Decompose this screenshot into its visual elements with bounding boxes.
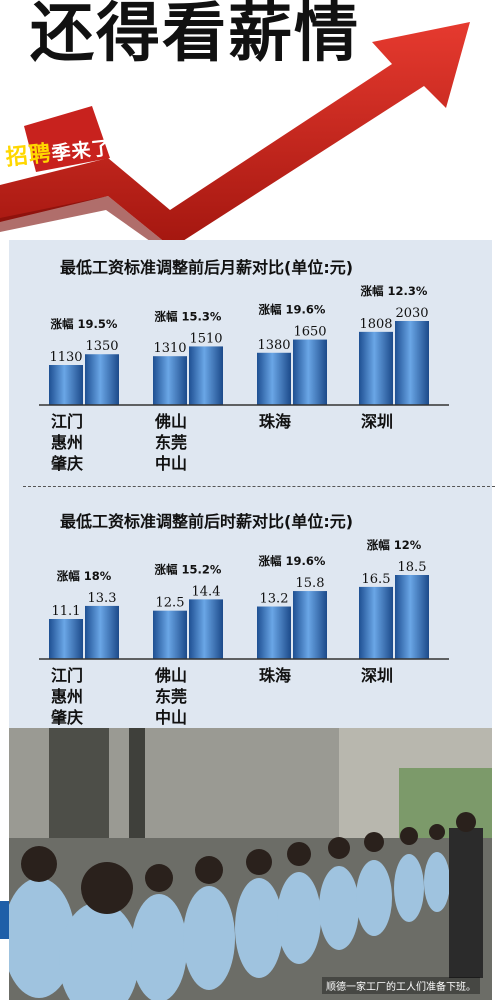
rising-arrow-graphic <box>0 22 470 258</box>
bar-after-3 <box>395 575 429 659</box>
value-label: 14.4 <box>192 584 221 599</box>
bar-before-3 <box>359 331 393 405</box>
value-label: 1380 <box>257 338 290 353</box>
category-label: 深圳 <box>361 666 393 685</box>
value-label: 1510 <box>189 331 222 346</box>
bar-after-0 <box>85 605 119 659</box>
category-label: 佛山 <box>154 666 187 685</box>
value-label: 11.1 <box>52 604 81 619</box>
value-label: 13.2 <box>260 592 289 607</box>
value-label: 1130 <box>49 350 82 365</box>
monthly-chart-title: 最低工资标准调整前后月薪对比(单位:元) <box>60 258 354 277</box>
growth-annotation: 涨幅 12% <box>367 538 422 552</box>
bar-before-0 <box>49 365 83 405</box>
growth-annotation: 涨幅 19.5% <box>51 317 118 331</box>
value-label: 1310 <box>153 341 186 356</box>
category-label: 深圳 <box>361 412 393 431</box>
category-label: 珠海 <box>259 666 291 685</box>
value-label: 15.8 <box>296 576 325 591</box>
factory-workers-photo: 顺德一家工厂的工人们准备下班。 <box>9 728 492 1000</box>
bar-before-2 <box>257 352 291 405</box>
value-label: 1808 <box>359 317 392 332</box>
hourly-chart-title: 最低工资标准调整前后时薪对比(单位:元) <box>60 512 354 531</box>
growth-annotation: 涨幅 18% <box>57 569 112 583</box>
value-label: 13.3 <box>88 591 117 606</box>
value-label: 1650 <box>293 325 326 340</box>
category-label: 佛山 <box>154 412 187 431</box>
bar-before-3 <box>359 586 393 659</box>
bar-before-2 <box>257 606 291 659</box>
category-label: 中山 <box>155 708 187 727</box>
growth-annotation: 涨幅 19.6% <box>259 303 326 317</box>
subhead-text: 季来了 <box>50 136 113 166</box>
growth-annotation: 涨幅 15.2% <box>155 562 222 576</box>
photo-caption: 顺德一家工厂的工人们准备下班。 <box>322 977 480 994</box>
growth-annotation: 涨幅 19.6% <box>259 554 326 568</box>
chart-divider <box>23 486 495 487</box>
bar-after-3 <box>395 321 429 405</box>
bar-after-0 <box>85 354 119 405</box>
value-label: 1350 <box>85 339 118 354</box>
category-label: 肇庆 <box>50 454 83 473</box>
growth-annotation: 涨幅 12.3% <box>361 284 428 298</box>
bar-after-2 <box>293 591 327 659</box>
bar-after-1 <box>189 599 223 659</box>
category-label: 中山 <box>155 454 187 473</box>
left-accent-bar <box>0 901 9 939</box>
category-label: 江门 <box>51 412 83 431</box>
category-label: 东莞 <box>155 433 187 452</box>
category-label: 惠州 <box>51 687 83 706</box>
category-label: 惠州 <box>51 433 83 452</box>
bar-before-0 <box>49 619 83 659</box>
bar-after-1 <box>189 346 223 405</box>
category-label: 肇庆 <box>50 708 83 727</box>
bar-before-1 <box>153 356 187 405</box>
value-label: 16.5 <box>362 572 391 587</box>
growth-annotation: 涨幅 15.3% <box>155 309 222 323</box>
category-label: 珠海 <box>259 412 291 431</box>
bar-before-1 <box>153 610 187 659</box>
subhead-accent: 招聘 <box>4 141 54 171</box>
subhead-banner <box>24 106 110 172</box>
category-label: 东莞 <box>155 687 187 706</box>
photo-scene <box>9 728 492 1000</box>
value-label: 18.5 <box>398 560 427 575</box>
value-label: 12.5 <box>156 596 185 611</box>
category-label: 江门 <box>51 666 83 685</box>
headline: 还得看薪情 <box>30 0 360 71</box>
value-label: 2030 <box>395 306 428 321</box>
bar-after-2 <box>293 339 327 405</box>
chart-panel: 最低工资标准调整前后月薪对比(单位:元) 最低工资标准调整前后时薪对比(单位:元… <box>9 240 495 728</box>
